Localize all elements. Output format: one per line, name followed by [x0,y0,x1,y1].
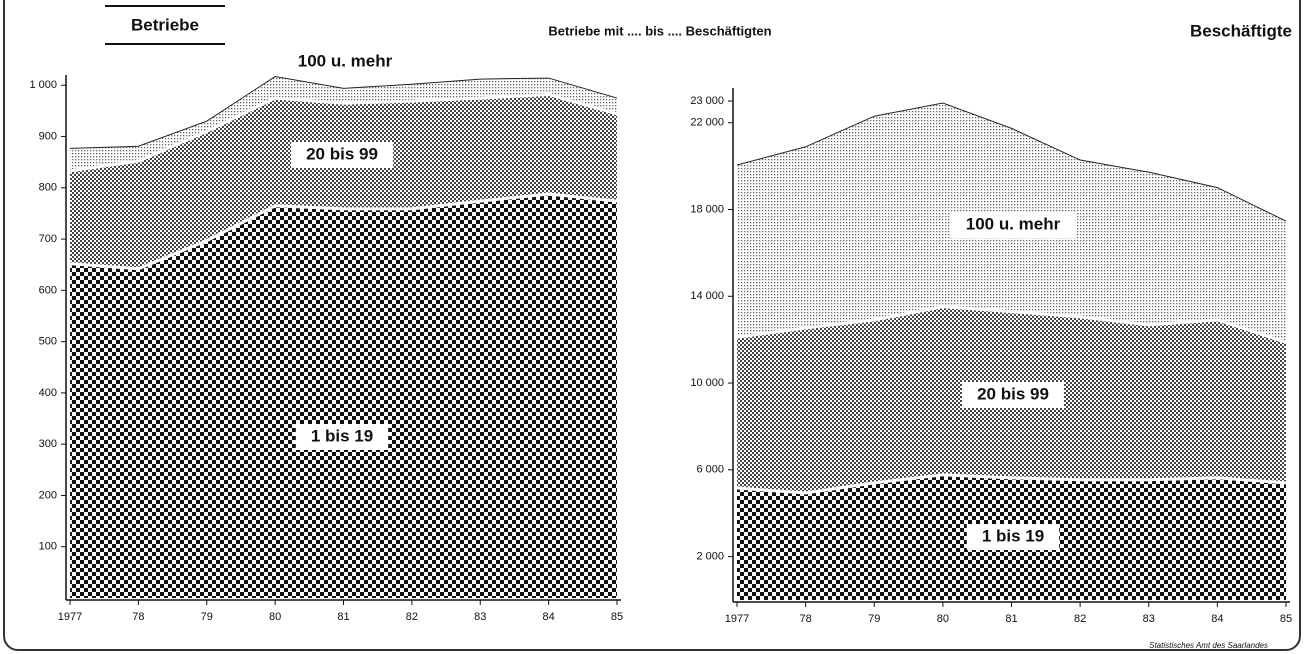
x-tick-label: 84 [543,611,555,623]
x-tick-label: 81 [337,611,349,623]
frame [3,0,1301,651]
x-tick-label: 82 [1074,613,1086,625]
x-tick-label: 83 [1143,613,1155,625]
y-tick-label: 23 000 [690,95,724,107]
y-tick-label: 6 000 [696,464,724,476]
label-box [966,524,1060,550]
label-box [962,382,1064,408]
x-tick-label: 81 [1005,613,1017,625]
y-tick-label: 22 000 [690,117,724,129]
x-tick-label: 1977 [725,613,749,625]
series-label: 1 bis 19 [982,526,1044,545]
series-label: 100 u. mehr [298,51,393,70]
x-tick-label: 85 [611,611,623,623]
y-tick-label: 200 [39,489,57,501]
y-tick-label: 600 [39,284,57,296]
boundary-line [69,192,618,271]
label-box [291,142,393,168]
x-tick-label: 1977 [58,611,82,623]
y-tick-label: 300 [39,438,57,450]
x-tick-label: 85 [1280,613,1292,625]
y-tick-label: 500 [39,336,57,348]
source: Statistisches Amt des Saarlandes [1149,641,1268,650]
series-label: 100 u. mehr [966,214,1061,233]
x-tick-label: 83 [474,611,486,623]
boundary-line [69,76,618,149]
label-box [950,212,1076,238]
x-tick-label: 79 [201,611,213,623]
y-tick-label: 14 000 [690,290,724,302]
series-label: 20 bis 99 [977,384,1049,403]
y-tick-label: 400 [39,387,57,399]
label-box [295,424,389,450]
y-tick-label: 800 [39,182,57,194]
area [70,94,617,269]
x-tick-label: 82 [406,611,418,623]
subtitle: Betriebe mit .... bis .... Beschäftigten [548,23,771,38]
y-tick-label: 700 [39,233,57,245]
y-tick-label: 1 000 [29,79,57,91]
boundary-line [736,305,1287,344]
series-label: 1 bis 19 [311,426,373,445]
x-tick-label: 84 [1211,613,1223,625]
boundary-line [69,92,618,173]
y-tick-label: 100 [39,541,57,553]
series-label: 20 bis 99 [306,144,378,163]
y-tick-label: 2 000 [696,551,724,563]
chart-title: Beschäftigte [1190,21,1292,40]
area [70,193,617,599]
y-tick-label: 18 000 [690,203,724,215]
area [70,76,617,171]
y-tick-label: 10 000 [690,377,724,389]
x-tick-label: 79 [868,613,880,625]
chart-title: Betriebe [131,15,199,34]
y-tick-label: 900 [39,130,57,142]
x-tick-label: 78 [800,613,812,625]
x-tick-label: 80 [937,613,949,625]
x-tick-label: 78 [132,611,144,623]
boundary-line [736,102,1287,222]
x-tick-label: 80 [269,611,281,623]
boundary-line [736,473,1287,495]
